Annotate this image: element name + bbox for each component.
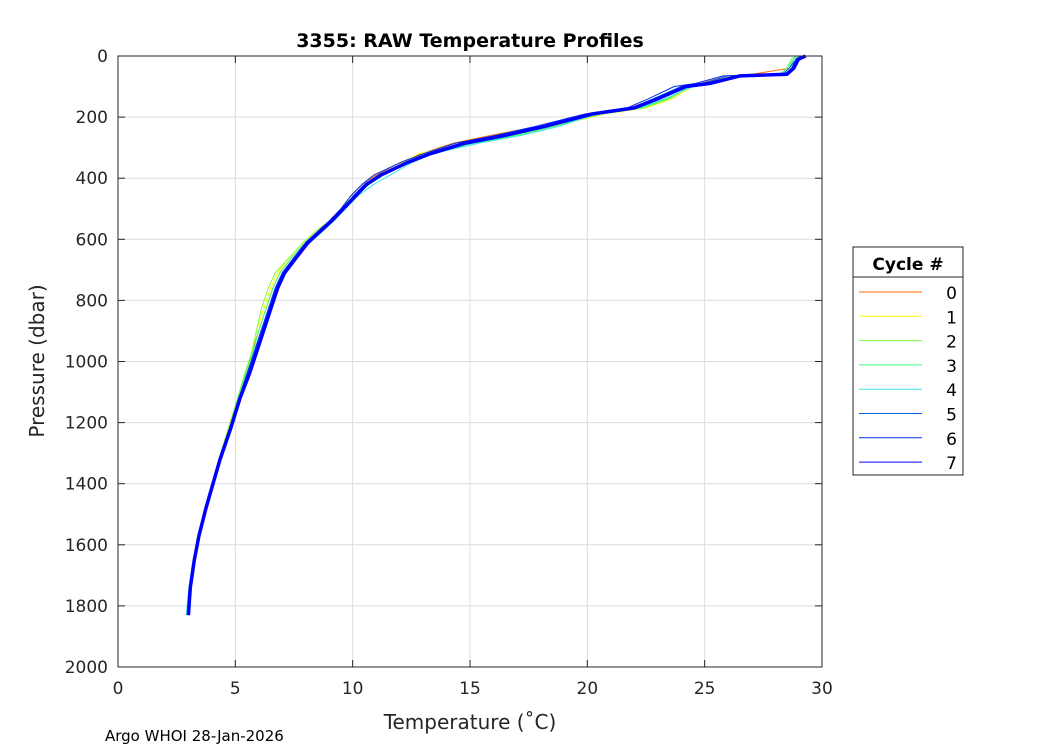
profile-lines xyxy=(185,54,807,616)
x-tick-label: 5 xyxy=(230,679,241,699)
x-tick-label: 0 xyxy=(113,679,124,699)
legend-label-5: 5 xyxy=(946,406,957,426)
grid xyxy=(117,55,823,668)
x-tick-label: 10 xyxy=(342,679,364,699)
chart-title: 3355: RAW Temperature Profiles xyxy=(296,30,644,52)
legend-label-2: 2 xyxy=(946,333,957,353)
y-axis-label: Pressure (dbar) xyxy=(25,284,49,437)
legend-label-7: 7 xyxy=(946,454,957,474)
legend-label-6: 6 xyxy=(946,430,957,450)
footer-credit: Argo WHOI 28-Jan-2026 xyxy=(105,727,284,745)
legend-label-4: 4 xyxy=(946,381,957,401)
y-tick-label: 1400 xyxy=(65,475,108,495)
legend-label-0: 0 xyxy=(946,284,957,304)
y-tick-label: 600 xyxy=(76,230,108,250)
y-tick-label: 1200 xyxy=(65,414,108,434)
y-tick-label: 2000 xyxy=(65,658,108,678)
x-tick-label: 20 xyxy=(577,679,599,699)
axis-ticks: 0 5 10 15 20 25 30 0 200 400 600 800 1000 1200 1400 160… xyxy=(65,47,833,699)
legend-label-3: 3 xyxy=(946,357,957,377)
y-tick-label: 1000 xyxy=(65,353,108,373)
x-axis-label: Temperature (˚C) xyxy=(383,710,557,734)
legend-box xyxy=(852,246,964,476)
y-tick-label: 0 xyxy=(97,47,108,67)
legend: Cycle # 0 1 2 3 4 5 6 7 xyxy=(852,246,964,476)
y-tick-label: 200 xyxy=(76,108,108,128)
y-tick-label: 400 xyxy=(76,169,108,189)
x-tick-label: 30 xyxy=(811,679,833,699)
y-tick-label: 1800 xyxy=(65,597,108,617)
legend-title: Cycle # xyxy=(872,255,943,275)
legend-label-1: 1 xyxy=(946,308,957,328)
y-tick-label: 800 xyxy=(76,291,108,311)
profile-line-cycle-7 xyxy=(186,54,807,616)
x-tick-label: 25 xyxy=(694,679,716,699)
x-tick-label: 15 xyxy=(459,679,481,699)
y-tick-label: 1600 xyxy=(65,536,108,556)
